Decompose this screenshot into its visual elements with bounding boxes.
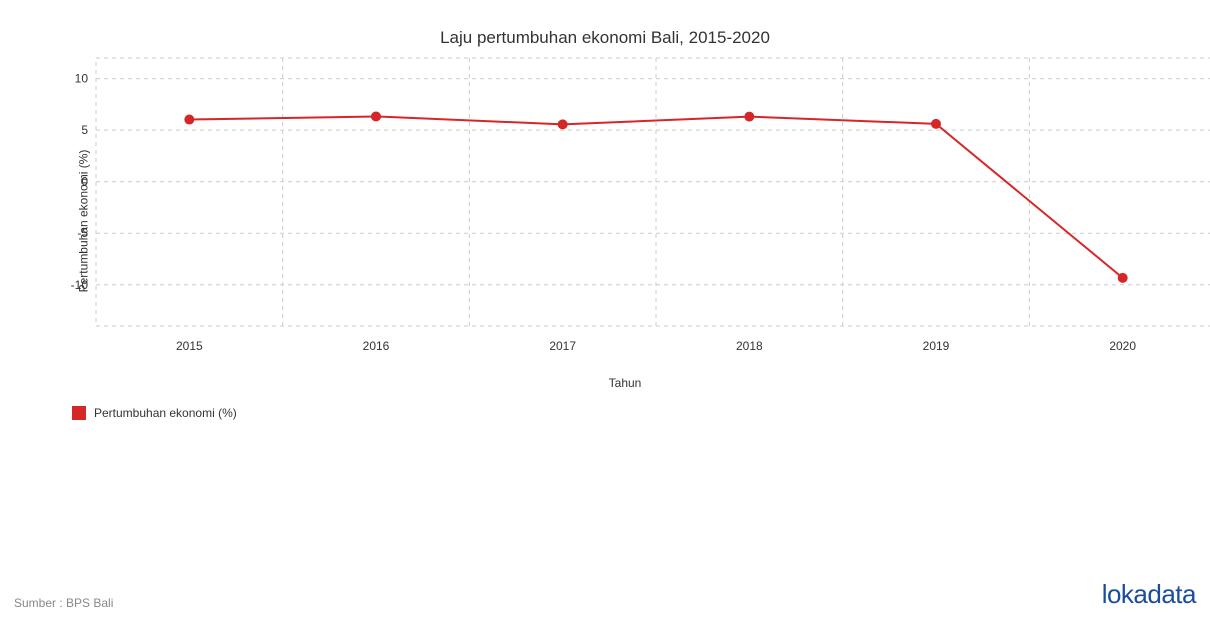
x-tick-label: 2019 [923, 339, 950, 353]
x-axis-label: Tahun [60, 376, 1190, 390]
data-point[interactable] [184, 115, 194, 125]
y-tick-label: 5 [81, 123, 88, 137]
legend-label: Pertumbuhan ekonomi (%) [94, 406, 237, 420]
legend-swatch [72, 406, 86, 420]
data-point[interactable] [744, 112, 754, 122]
data-point[interactable] [1118, 273, 1128, 283]
data-point[interactable] [931, 119, 941, 129]
data-point[interactable] [558, 119, 568, 129]
y-axis-label: Pertumbuhan ekonomi (%) [76, 150, 90, 293]
x-tick-label: 2020 [1109, 339, 1136, 353]
x-tick-label: 2015 [176, 339, 203, 353]
x-tick-label: 2016 [363, 339, 390, 353]
chart-area: Pertumbuhan ekonomi (%) -10-505102015201… [60, 52, 1190, 390]
legend: Pertumbuhan ekonomi (%) [72, 406, 1210, 420]
x-tick-label: 2017 [549, 339, 576, 353]
chart-title: Laju pertumbuhan ekonomi Bali, 2015-2020 [0, 0, 1210, 52]
y-tick-label: 10 [75, 72, 89, 86]
footer: Sumber : BPS Bali lokadata [14, 579, 1196, 610]
source-text: Sumber : BPS Bali [14, 596, 113, 610]
x-tick-label: 2018 [736, 339, 763, 353]
brand-logo: lokadata [1102, 579, 1196, 610]
line-chart-svg: -10-50510201520162017201820192020 [60, 52, 1210, 366]
data-point[interactable] [371, 111, 381, 121]
